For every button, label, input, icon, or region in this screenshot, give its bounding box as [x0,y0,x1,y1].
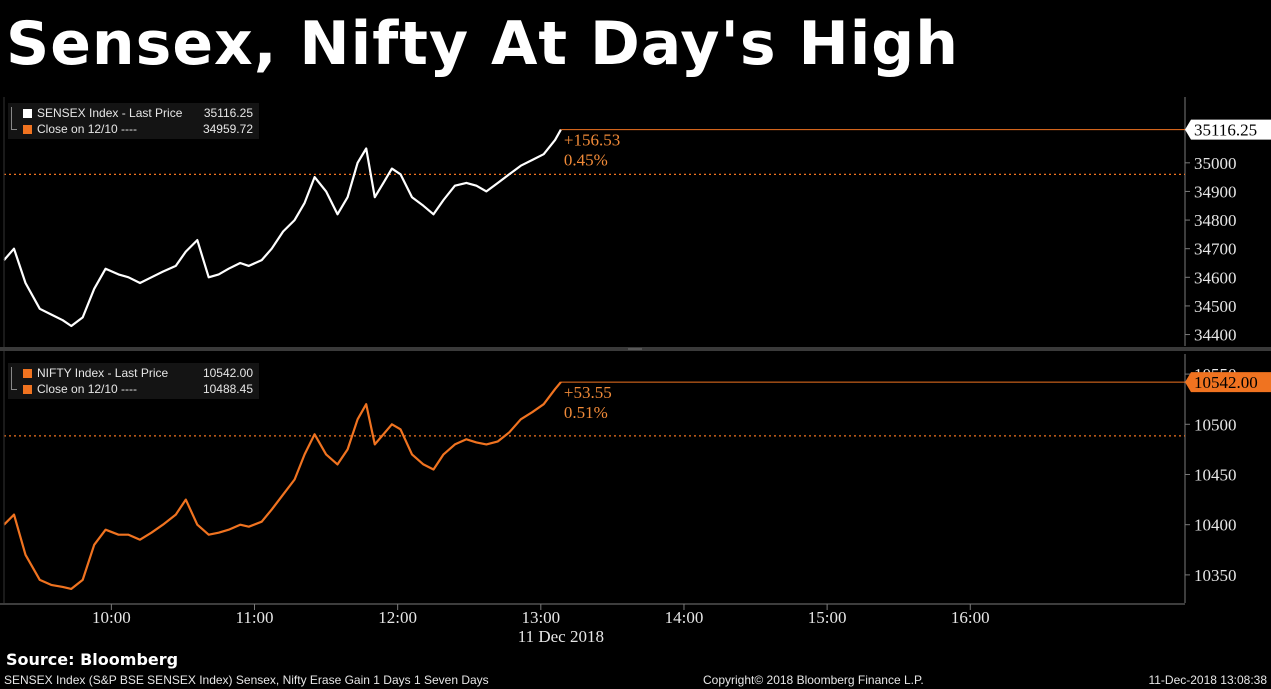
sensex-legend-close-label: Close on 12/10 ---- [37,122,138,136]
x-tick-label: 12:00 [378,608,417,627]
nifty-price-line [3,381,562,590]
footer-timestamp: 11-Dec-2018 13:08:38 [1148,673,1267,687]
nifty-legend-last-label: NIFTY Index - Last Price [37,366,169,380]
sensex-y-tick-label: 34900 [1194,182,1237,201]
sensex-legend-swatch [23,108,32,118]
x-tick-label: 11:00 [235,608,273,627]
footer-caption: SENSEX Index (S&P BSE SENSEX Index) Sens… [4,673,489,687]
sensex-legend-last-value: 35116.25 [203,106,253,120]
sensex-panel: 34400 34500 34600 34700 34800 34900 35000 +156.… [3,97,1271,346]
footer-copyright: Copyright© 2018 Bloomberg Finance L.P. [703,673,924,687]
sensex-y-tick-label: 34400 [1194,326,1237,345]
sensex-last-price-tag [1185,119,1271,140]
sensex-legend: SENSEX Index - Last Price 35116.25 Close… [8,103,259,139]
nifty-panel: 1035010400104501050010550+53.550.51%1054… [3,354,1271,603]
x-tick-label: 16:00 [951,608,990,627]
x-tick-label: 14:00 [665,608,704,627]
chart-title: Sensex, Nifty At Day's High [6,9,959,79]
sensex-change-label: +156.53 [564,131,620,150]
nifty-legend-last-value: 10542.00 [202,366,253,380]
nifty-legend: NIFTY Index - Last Price 10542.00 Close … [8,363,259,399]
legend-bracket [11,107,17,130]
x-tick-label: 13:00 [521,608,560,627]
sensex-legend-close-value: 34959.72 [202,122,253,136]
nifty-legend-close-value: 10488.45 [202,382,253,396]
x-date-label: 11 Dec 2018 [518,627,604,646]
x-tick-label: 15:00 [808,608,847,627]
sensex-y-tick-label: 34800 [1194,211,1237,230]
sensex-legend-last-label: SENSEX Index - Last Price [37,106,183,120]
legend-bracket [11,367,17,390]
x-axis: 10:00 11:00 12:00 13:00 14:00 15:00 16:00 11 De… [0,97,1185,646]
sensex-last-price-tag-label: 35116.25 [1194,121,1257,140]
x-tick-label: 10:00 [92,608,131,627]
nifty-legend-close-swatch [23,384,32,394]
nifty-legend-close-label: Close on 12/10 ---- [37,382,138,396]
nifty-change-pct-label: 0.51% [564,403,608,422]
sensex-legend-close-swatch [23,124,32,134]
nifty-y-tick-label: 10400 [1194,516,1237,535]
sensex-y-tick-label: 34700 [1194,240,1237,259]
sensex-y-tick-label: 34600 [1194,268,1237,287]
sensex-y-tick-label: 34500 [1194,297,1237,316]
source-label: Source: Bloomberg [6,650,179,669]
sensex-price-line [3,129,562,328]
sensex-y-tick-label: 35000 [1194,154,1237,173]
nifty-last-price-tag [1185,372,1271,393]
nifty-y-tick-label: 10350 [1194,566,1237,585]
nifty-y-tick-label: 10500 [1194,415,1237,434]
nifty-y-tick-label: 10450 [1194,465,1237,484]
nifty-last-price-tag-label: 10542.00 [1194,373,1258,392]
sensex-change-pct-label: 0.45% [564,151,608,170]
nifty-change-label: +53.55 [564,383,612,402]
footer-bar: SENSEX Index (S&P BSE SENSEX Index) Sens… [0,672,1271,689]
nifty-legend-swatch [23,368,32,378]
